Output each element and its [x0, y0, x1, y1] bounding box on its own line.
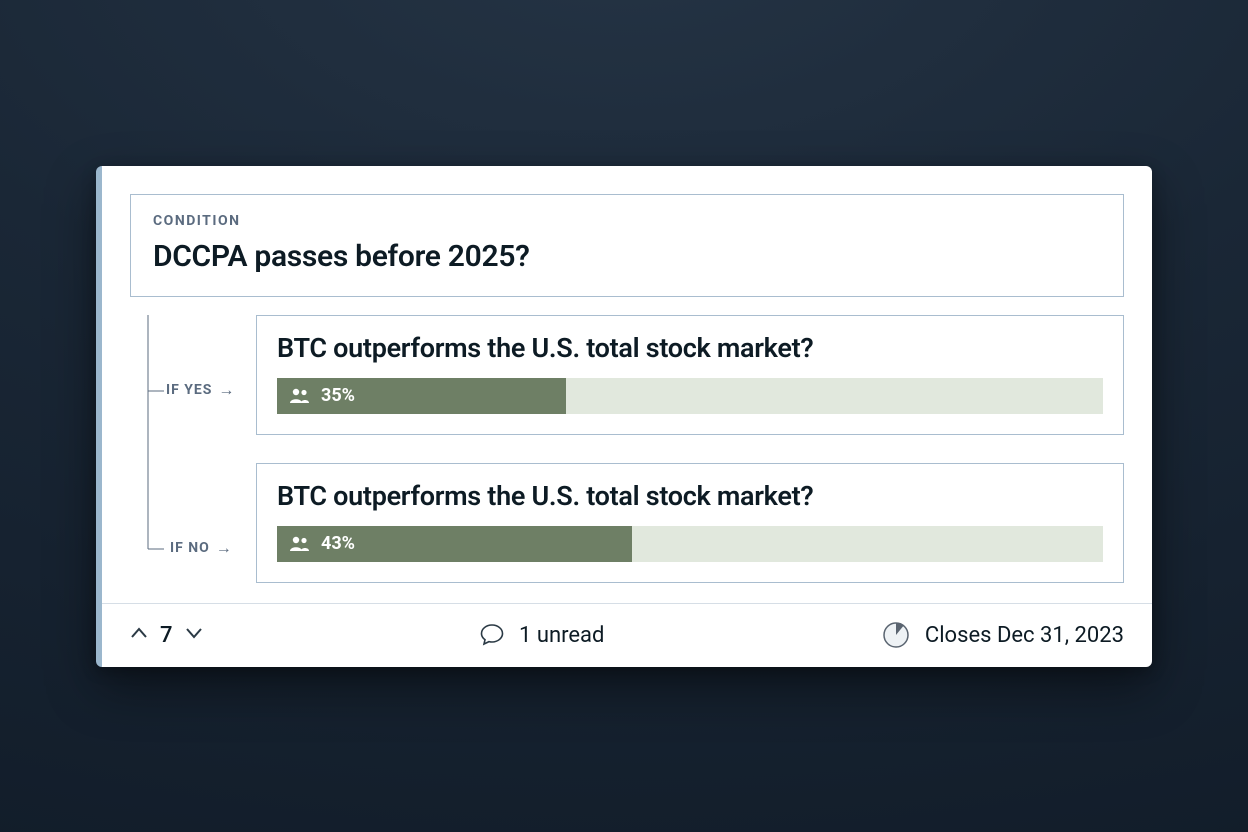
branch-label-yes: IF YES →: [166, 382, 235, 398]
branch-no[interactable]: BTC outperforms the U.S. total stock mar…: [256, 463, 1124, 583]
vote-group: 7: [130, 623, 203, 648]
arrow-right-icon: →: [216, 540, 233, 556]
upvote-button[interactable]: [130, 626, 148, 644]
vote-score: 7: [160, 623, 173, 648]
comments-button[interactable]: 1 unread: [479, 622, 604, 648]
people-icon: [289, 388, 311, 404]
closes-group: Closes Dec 31, 2023: [881, 620, 1124, 650]
condition-title: DCCPA passes before 2025?: [153, 239, 1101, 274]
branch-yes-bar-fill: 35%: [277, 378, 566, 414]
branch-connector: [130, 315, 256, 605]
branch-label-yes-text: IF YES: [166, 382, 212, 398]
card-footer: 7 1 unread Closes Dec 31, 2023: [102, 603, 1152, 667]
branch-label-no-text: IF NO: [170, 540, 210, 556]
comments-label: 1 unread: [519, 623, 604, 648]
branch-no-bar: 43%: [277, 526, 1103, 562]
comment-icon: [479, 622, 505, 648]
closes-label: Closes Dec 31, 2023: [925, 623, 1124, 648]
downvote-button[interactable]: [185, 626, 203, 644]
branch-no-bar-fill: 43%: [277, 526, 632, 562]
branch-yes-title: BTC outperforms the U.S. total stock mar…: [277, 332, 1103, 364]
clock-icon: [881, 620, 911, 650]
branch-label-no: IF NO →: [170, 540, 233, 556]
branch-yes[interactable]: BTC outperforms the U.S. total stock mar…: [256, 315, 1124, 435]
condition-label: CONDITION: [153, 213, 1101, 229]
branch-rail: IF YES → IF NO →: [130, 315, 256, 583]
market-card: CONDITION DCCPA passes before 2025? IF Y…: [96, 166, 1152, 667]
branch-yes-bar: 35%: [277, 378, 1103, 414]
condition-box: CONDITION DCCPA passes before 2025?: [130, 194, 1124, 297]
arrow-right-icon: →: [218, 382, 235, 398]
branch-no-percent: 43%: [321, 533, 355, 554]
people-icon: [289, 536, 311, 552]
branch-no-title: BTC outperforms the U.S. total stock mar…: [277, 480, 1103, 512]
branch-yes-percent: 35%: [321, 385, 355, 406]
branches-container: IF YES → IF NO → BTC outperforms the U.S…: [130, 315, 1124, 583]
